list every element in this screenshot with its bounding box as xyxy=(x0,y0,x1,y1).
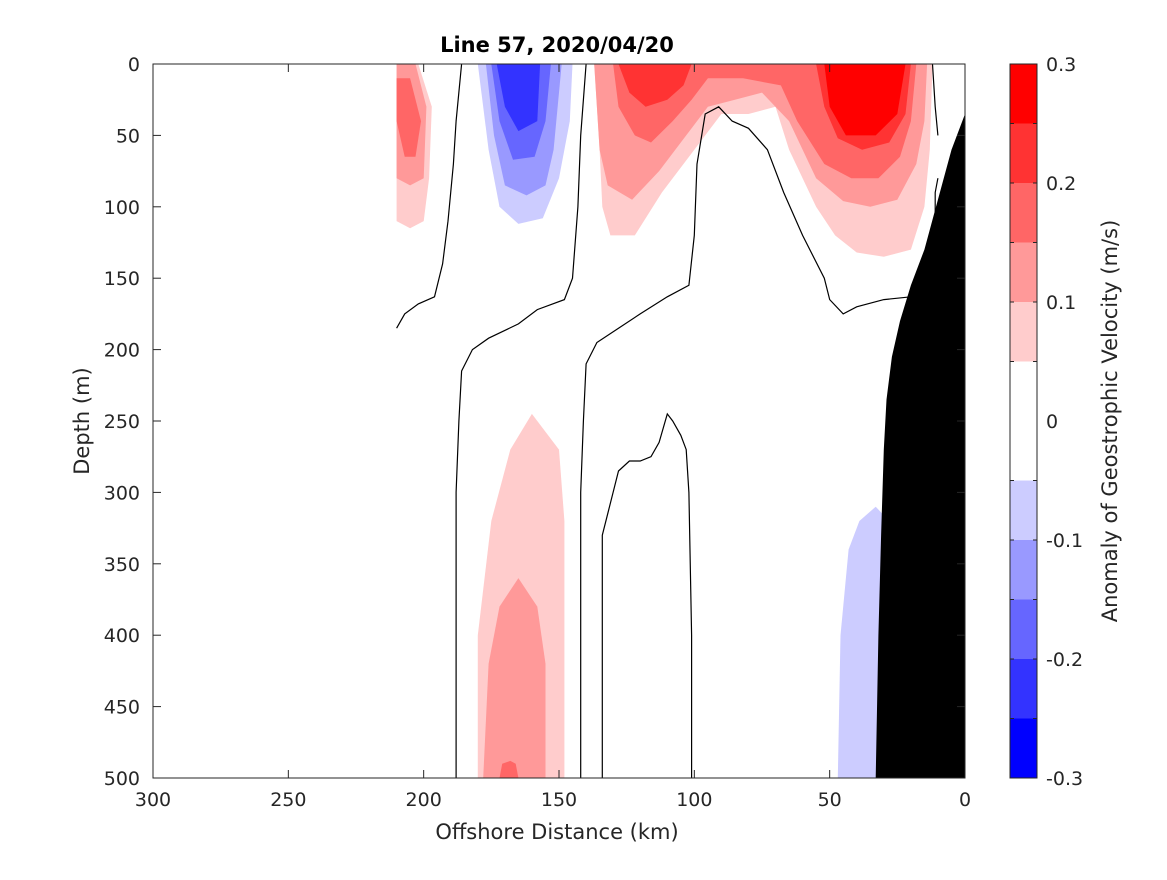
positive-anomaly-region xyxy=(824,64,906,136)
colorbar-tick-label: -0.1 xyxy=(1046,530,1083,552)
positive-anomaly-region xyxy=(499,760,519,778)
y-tick-label: 0 xyxy=(128,54,140,76)
x-tick-label: 250 xyxy=(270,789,306,811)
colorbar-swatch xyxy=(1010,183,1037,243)
positive-anomaly-region xyxy=(396,78,421,157)
x-tick-label: 0 xyxy=(959,789,971,811)
seafloor-bathymetry xyxy=(875,114,965,778)
y-tick-label: 450 xyxy=(104,697,140,719)
y-tick-label: 200 xyxy=(104,340,140,362)
colorbar-swatch xyxy=(1010,302,1037,362)
colorbar-tick-label: -0.2 xyxy=(1046,649,1083,671)
colorbar-swatch xyxy=(1010,242,1037,302)
colorbar-swatch xyxy=(1010,599,1037,659)
colorbar-label: Anomaly of Geostrophic Velocity (m/s) xyxy=(1098,220,1122,623)
y-tick-label: 300 xyxy=(104,482,140,504)
zero-contour-line xyxy=(931,63,939,136)
x-axis: 300 250 200 150 100 50 0 xyxy=(135,64,971,811)
zero-contour-line xyxy=(455,63,587,778)
colorbar-swatch xyxy=(1010,540,1037,600)
chart-title: Line 57, 2020/04/20 xyxy=(440,33,674,57)
negative-anomaly-region xyxy=(496,64,541,132)
colorbar-swatch xyxy=(1010,64,1037,124)
colorbar-swatch xyxy=(1010,659,1037,719)
colorbar-frame xyxy=(1009,63,1038,779)
colorbar-tick-label: -0.3 xyxy=(1046,768,1083,790)
positive-anomaly-region xyxy=(483,578,546,778)
negative-anomaly-region xyxy=(396,513,443,778)
x-tick-label: 300 xyxy=(135,789,171,811)
y-tick-label: 150 xyxy=(104,268,140,290)
colorbar-tick-label: 0.3 xyxy=(1046,54,1076,76)
y-tick-label: 250 xyxy=(104,411,140,433)
x-axis-label: Offshore Distance (km) xyxy=(435,820,678,844)
positive-anomaly-region xyxy=(618,64,692,107)
y-tick-label: 400 xyxy=(104,625,140,647)
y-axis-label: Depth (m) xyxy=(70,367,94,474)
y-tick-label: 350 xyxy=(104,554,140,576)
negative-anomaly-region xyxy=(707,178,765,314)
zero-contour-line xyxy=(396,63,463,329)
x-tick-label: 150 xyxy=(541,789,577,811)
colorbar-swatch xyxy=(1010,718,1037,778)
x-tick-label: 100 xyxy=(676,789,712,811)
y-tick-label: 100 xyxy=(104,197,140,219)
colorbar-tick-label: 0.1 xyxy=(1046,292,1076,314)
colorbar-swatch xyxy=(1010,361,1037,481)
zero-contour-line xyxy=(601,412,693,778)
colorbar-swatch xyxy=(1010,123,1037,183)
contour-fills xyxy=(396,64,933,778)
colorbar-tick-label: 0.2 xyxy=(1046,173,1076,195)
contour-lines xyxy=(396,63,939,778)
bathymetry xyxy=(875,114,965,778)
x-tick-label: 200 xyxy=(406,789,442,811)
colorbar-tick-label: 0 xyxy=(1046,411,1058,433)
colorbar: 0.3 0.2 0.1 0 -0.1 -0.2 -0.3 xyxy=(1009,54,1083,790)
y-tick-label: 500 xyxy=(104,768,140,790)
negative-anomaly-region xyxy=(602,553,660,778)
colorbar-swatch xyxy=(1010,480,1037,540)
x-tick-label: 50 xyxy=(818,789,842,811)
y-axis: 0 50 100 150 200 250 300 350 400 450 500 xyxy=(104,54,965,790)
y-tick-label: 50 xyxy=(116,125,140,147)
